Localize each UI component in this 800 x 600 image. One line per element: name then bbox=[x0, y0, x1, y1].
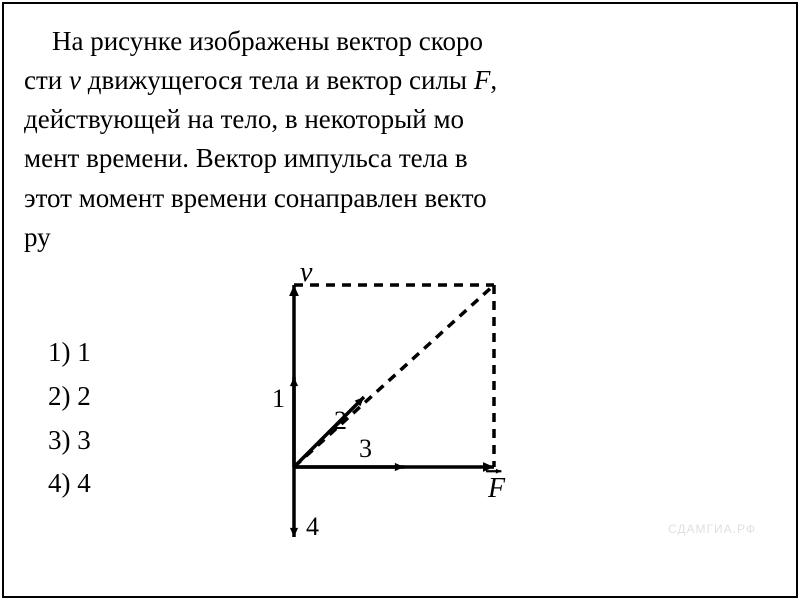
q-var-f: F bbox=[474, 65, 491, 95]
option-4: 4) 4 bbox=[48, 463, 194, 505]
svg-text:2: 2 bbox=[334, 406, 347, 435]
question-text: На рисунке изображены вектор скоро сти v… bbox=[24, 22, 776, 257]
watermark: СДАМГИА.РФ bbox=[668, 522, 756, 536]
option-3: 3) 3 bbox=[48, 420, 194, 462]
options-list: 1) 1 2) 2 3) 3 4) 4 bbox=[24, 267, 194, 557]
q-var-v: v bbox=[69, 65, 81, 95]
option-2: 2) 2 bbox=[48, 376, 194, 418]
svg-text:1: 1 bbox=[272, 384, 285, 413]
q-line2b: движущегося тела и вектор силы bbox=[81, 65, 474, 95]
svg-text:F: F bbox=[487, 473, 506, 504]
option-1: 1) 1 bbox=[48, 332, 194, 374]
q-line2a: сти bbox=[24, 65, 69, 95]
q-line4: мент времени. Вектор импульса тела в bbox=[24, 143, 468, 173]
q-line2c: , bbox=[490, 65, 497, 95]
svg-text:4: 4 bbox=[306, 512, 319, 541]
q-line5: этот момент времени сонаправлен векто bbox=[24, 183, 487, 213]
q-line6: ру bbox=[24, 222, 51, 252]
svg-text:3: 3 bbox=[359, 434, 372, 463]
svg-text:v: v bbox=[300, 267, 313, 288]
vector-diagram: v F 1 23 4 bbox=[204, 267, 524, 557]
q-line1: На рисунке изображены вектор скоро bbox=[52, 26, 483, 56]
q-line3: действующей на тело, в некоторый мо bbox=[24, 104, 464, 134]
